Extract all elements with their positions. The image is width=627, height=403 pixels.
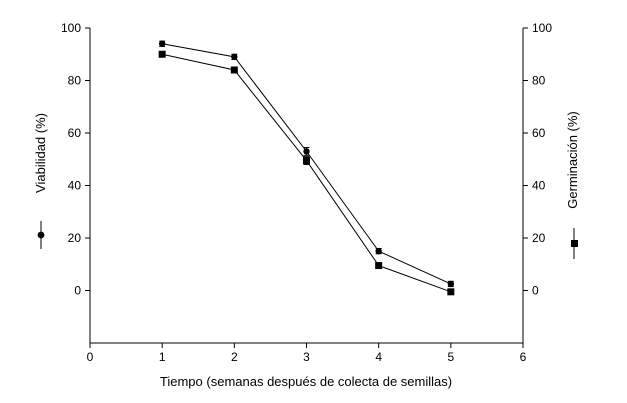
x-axis-ticks: 0 1 2 3 4 5 6	[87, 343, 527, 364]
left-axis-title-group: Viabilidad (%)	[33, 113, 48, 249]
x-tick-label: 0	[87, 350, 94, 364]
left-y-tick-label: 40	[68, 179, 82, 193]
x-tick-label: 5	[447, 350, 454, 364]
plot-frame	[89, 28, 524, 344]
left-y-tick-label: 80	[68, 74, 82, 88]
left-y-axis-ticks: 0 20 40 60 80 100	[61, 21, 90, 298]
x-tick-label: 1	[159, 350, 166, 364]
right-y-tick-label: 100	[532, 21, 552, 35]
right-y-axis-ticks: 0 20 40 60 80 100	[523, 21, 552, 298]
x-tick-label: 3	[303, 350, 310, 364]
data-point-germinacion	[375, 262, 383, 270]
left-y-tick-label: 60	[68, 126, 82, 140]
data-point-viabilidad	[447, 280, 455, 288]
data-point-viabilidad	[158, 40, 166, 47]
data-point-germinacion	[230, 66, 238, 74]
left-axis-title: Viabilidad (%)	[33, 113, 48, 193]
right-y-tick-label: 60	[532, 126, 546, 140]
left-y-tick-label: 100	[61, 21, 81, 35]
right-y-tick-label: 80	[532, 74, 546, 88]
left-y-tick-label: 20	[68, 231, 82, 245]
data-point-viabilidad	[375, 247, 382, 255]
data-point-germinacion	[303, 157, 310, 165]
x-axis-title: Tiempo (semanas después de colecta de se…	[160, 374, 452, 389]
data-point-germinacion	[447, 288, 455, 296]
data-point-viabilidad	[231, 53, 238, 61]
right-y-tick-label: 40	[532, 179, 546, 193]
right-y-tick-label: 20	[532, 231, 546, 245]
x-tick-label: 6	[520, 350, 527, 364]
x-tick-label: 4	[375, 350, 382, 364]
series-layer	[158, 40, 455, 296]
x-tick-label: 2	[231, 350, 238, 364]
data-point-viabilidad	[303, 148, 310, 155]
left-y-tick-label: 0	[74, 284, 81, 298]
left-legend-circle-marker	[37, 231, 45, 239]
right-axis-title-group: Germinación (%)	[565, 111, 580, 259]
series-line-germinacion	[162, 53, 452, 293]
data-point-germinacion	[158, 50, 166, 58]
right-y-tick-label: 0	[532, 284, 539, 298]
right-axis-title: Germinación (%)	[565, 111, 580, 209]
right-legend-square-marker	[571, 240, 578, 247]
